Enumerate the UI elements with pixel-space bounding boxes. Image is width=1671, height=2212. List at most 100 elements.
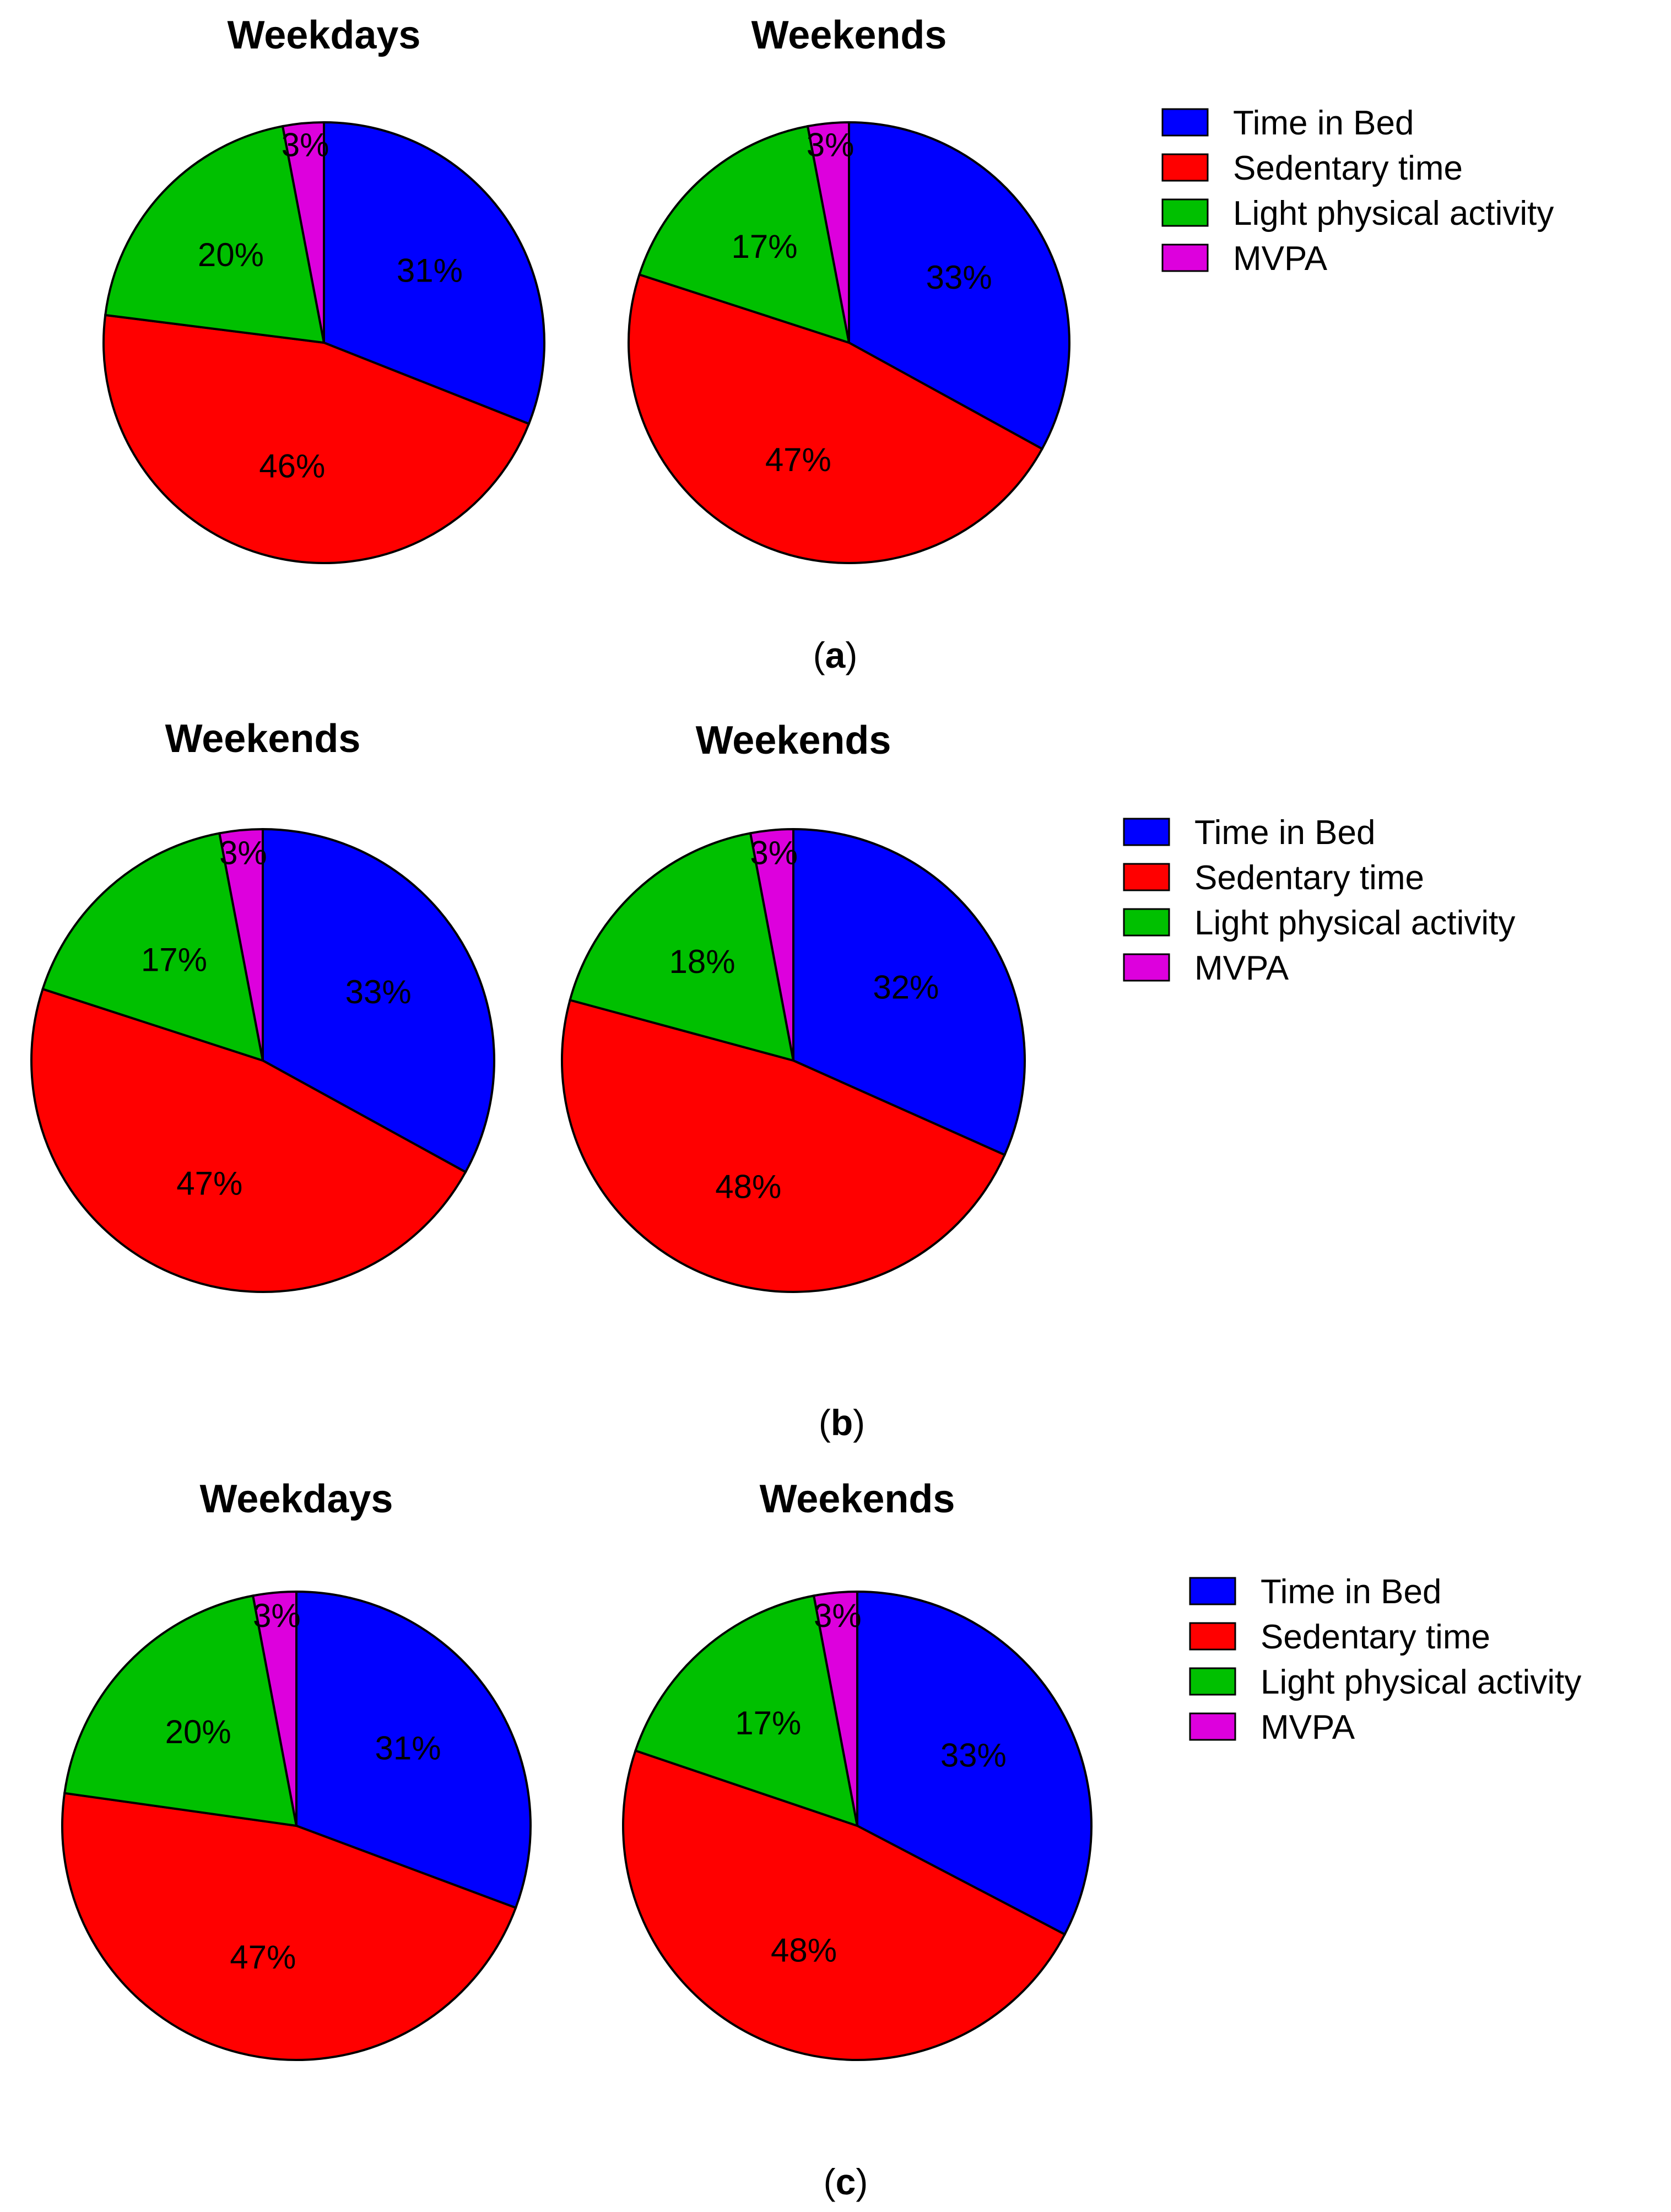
legend-label: Light physical activity xyxy=(1261,1663,1581,1701)
pie-chart-a-weekdays: Weekdays 31% 46% 20% 3% xyxy=(102,13,545,564)
slice-label-mvpa: 3% xyxy=(750,835,798,872)
pie-slice-time-in-bed xyxy=(848,121,1070,451)
pie-slice-sedentary-time xyxy=(61,1792,517,2061)
pie-slice-mvpa xyxy=(749,828,794,1061)
pie-slice-sedentary-time xyxy=(102,313,531,564)
pie-slice-sedentary-time xyxy=(30,987,467,1293)
legend: Time in Bed Sedentary time Light physical … xyxy=(1123,814,1515,987)
slice-label-light-physical-activity: 20% xyxy=(165,1713,231,1750)
caption-letter: c xyxy=(836,2161,856,2202)
pie-slices: 33% 48% 17% 3% xyxy=(622,1590,1093,2061)
legend-label: Light physical activity xyxy=(1194,904,1515,942)
pie-chart-c-weekends: Weekends 33% 48% 17% 3% xyxy=(622,1477,1093,2061)
slice-label-light-physical-activity: 17% xyxy=(732,228,798,265)
legend-swatch xyxy=(1189,1622,1236,1651)
pie-chart-a-weekends: Weekends 33% 47% 17% 3% xyxy=(628,13,1070,564)
slice-label-mvpa: 3% xyxy=(814,1597,862,1634)
slice-label-mvpa: 3% xyxy=(253,1597,301,1634)
legend-label: Time in Bed xyxy=(1233,104,1414,142)
legend-swatch xyxy=(1123,818,1170,846)
legend-swatch xyxy=(1123,908,1170,937)
pie-slice-sedentary-time xyxy=(561,998,1007,1293)
legend-item-mvpa: MVPA xyxy=(1189,1708,1355,1746)
pie-slice-light-physical-activity xyxy=(104,125,326,344)
panel-a: Weekdays 31%46%20%3% Weekends 33%47%17%3… xyxy=(102,13,1554,675)
legend-item-time-in-bed: Time in Bed xyxy=(1161,104,1414,142)
panel-caption-a: (a) xyxy=(813,635,858,675)
legend-item-mvpa: MVPA xyxy=(1161,240,1328,278)
slice-label-time-in-bed: 31% xyxy=(375,1729,441,1766)
legend-item-light-physical-activity: Light physical activity xyxy=(1189,1663,1581,1701)
slice-label-sedentary-time: 46% xyxy=(259,448,325,485)
slice-label-time-in-bed: 33% xyxy=(926,259,992,296)
legend-label: Sedentary time xyxy=(1194,859,1424,897)
legend-item-sedentary-time: Sedentary time xyxy=(1189,1618,1490,1656)
legend-item-light-physical-activity: Light physical activity xyxy=(1161,194,1554,232)
panel-b: Weekends 33%47%17%3% Weekends 32%48%18%3… xyxy=(30,717,1515,1443)
slice-label-sedentary-time: 48% xyxy=(715,1168,781,1205)
caption-letter: b xyxy=(831,1402,853,1443)
caption-open: ( xyxy=(824,2161,836,2202)
slice-label-time-in-bed: 33% xyxy=(345,974,412,1010)
pie-chart-b-weekends-left: Weekends 33% 47% 17% 3% xyxy=(30,717,495,1293)
slice-label-light-physical-activity: 20% xyxy=(198,236,264,273)
pie-slice-time-in-bed xyxy=(262,828,495,1174)
legend-swatch xyxy=(1189,1667,1236,1696)
slice-label-light-physical-activity: 17% xyxy=(141,941,207,978)
legend-label: Sedentary time xyxy=(1233,149,1463,187)
panel-caption-b: (b) xyxy=(819,1402,865,1443)
pie-slice-mvpa xyxy=(281,121,325,343)
legend-item-sedentary-time: Sedentary time xyxy=(1123,859,1424,897)
chart-title: Weekends xyxy=(760,1477,955,1521)
caption-close: ) xyxy=(853,1402,865,1443)
pie-slice-time-in-bed xyxy=(295,1590,532,1910)
caption-close: ) xyxy=(845,635,857,675)
caption-close: ) xyxy=(856,2161,868,2202)
legend-label: Time in Bed xyxy=(1194,814,1376,852)
pie-slice-light-physical-activity xyxy=(634,1594,859,1827)
legend-label: MVPA xyxy=(1261,1708,1355,1746)
slice-label-time-in-bed: 32% xyxy=(873,969,939,1005)
legend-label: Sedentary time xyxy=(1261,1618,1490,1656)
slice-label-sedentary-time: 48% xyxy=(771,1932,837,1969)
legend-swatch xyxy=(1189,1577,1236,1605)
pie-chart-c-weekdays: Weekdays 31% 47% 20% 3% xyxy=(61,1477,532,2061)
legend-item-light-physical-activity: Light physical activity xyxy=(1123,904,1515,942)
legend-swatch xyxy=(1161,108,1209,137)
panel-c: Weekdays 31%47%20%3% Weekends 33%48%17%3… xyxy=(61,1477,1581,2202)
pie-slice-mvpa xyxy=(218,828,264,1061)
pie-slices: 32% 48% 18% 3% xyxy=(561,828,1026,1293)
legend-swatch xyxy=(1161,244,1209,272)
legend-swatch xyxy=(1189,1712,1236,1741)
pie-slices: 33% 47% 17% 3% xyxy=(628,121,1070,564)
caption-open: ( xyxy=(813,635,825,675)
slice-label-sedentary-time: 47% xyxy=(230,1939,296,1976)
pie-slice-mvpa xyxy=(251,1590,298,1826)
legend-swatch xyxy=(1161,198,1209,227)
panel-caption-c: (c) xyxy=(824,2161,868,2202)
caption-open: ( xyxy=(819,1402,831,1443)
legend-label: MVPA xyxy=(1194,949,1289,987)
pie-slice-time-in-bed xyxy=(792,828,1026,1156)
pie-slice-light-physical-activity xyxy=(638,125,851,344)
chart-title: Weekdays xyxy=(228,13,421,57)
slice-label-sedentary-time: 47% xyxy=(176,1165,242,1202)
legend: Time in Bed Sedentary time Light physical … xyxy=(1189,1573,1581,1746)
pie-slices: 31% 47% 20% 3% xyxy=(61,1590,532,2061)
pie-slice-mvpa xyxy=(812,1590,858,1826)
pie-slice-mvpa xyxy=(806,121,850,343)
legend-item-sedentary-time: Sedentary time xyxy=(1161,149,1463,187)
pie-slice-light-physical-activity xyxy=(63,1594,298,1827)
pie-slice-time-in-bed xyxy=(856,1590,1093,1936)
legend-label: Light physical activity xyxy=(1233,194,1554,232)
chart-title: Weekends xyxy=(165,717,361,761)
legend-item-time-in-bed: Time in Bed xyxy=(1189,1573,1442,1611)
legend-swatch xyxy=(1123,863,1170,891)
chart-title: Weekdays xyxy=(200,1477,393,1521)
caption-letter: a xyxy=(825,635,846,675)
pie-slices: 33% 47% 17% 3% xyxy=(30,828,495,1293)
pie-slice-time-in-bed xyxy=(323,121,545,425)
pie-slice-sedentary-time xyxy=(622,1749,1067,2061)
legend-item-mvpa: MVPA xyxy=(1123,949,1289,987)
slice-label-mvpa: 3% xyxy=(219,835,267,872)
